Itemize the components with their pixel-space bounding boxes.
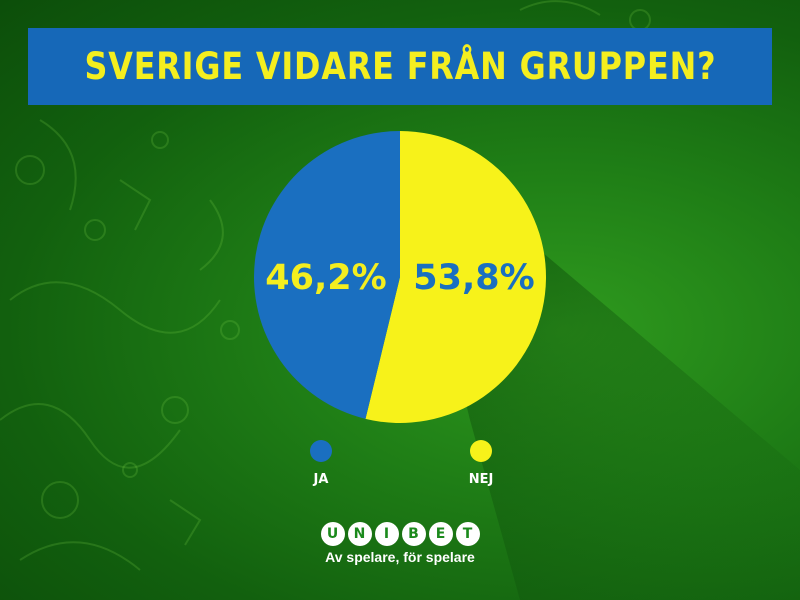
pie-slice-ja (253, 131, 400, 419)
slice-value-label-nej: 53,8% (413, 258, 534, 298)
legend-item-nej: NEJ (451, 440, 511, 487)
legend-label-ja: JA (313, 472, 329, 487)
slice-value-label-ja: 46,2% (265, 258, 386, 298)
legend-label-nej: NEJ (468, 472, 494, 487)
logo-letter: B (401, 522, 426, 546)
legend-swatch-nej (470, 440, 492, 462)
logo-letter: I (374, 522, 399, 546)
logo-letter: E (428, 522, 453, 546)
pie-slice-nej (365, 131, 547, 423)
logo-letter: N (347, 522, 372, 546)
logo-letter: U (320, 522, 345, 546)
legend-item-ja: JA (291, 440, 351, 487)
legend-swatch-ja (310, 440, 332, 462)
logo-letter: T (455, 522, 480, 546)
chart-title: SVERIGE VIDARE FRÅN GRUPPEN? (84, 45, 716, 88)
tagline: Av spelare, för spelare (325, 549, 475, 565)
title-banner: SVERIGE VIDARE FRÅN GRUPPEN? (28, 28, 772, 105)
